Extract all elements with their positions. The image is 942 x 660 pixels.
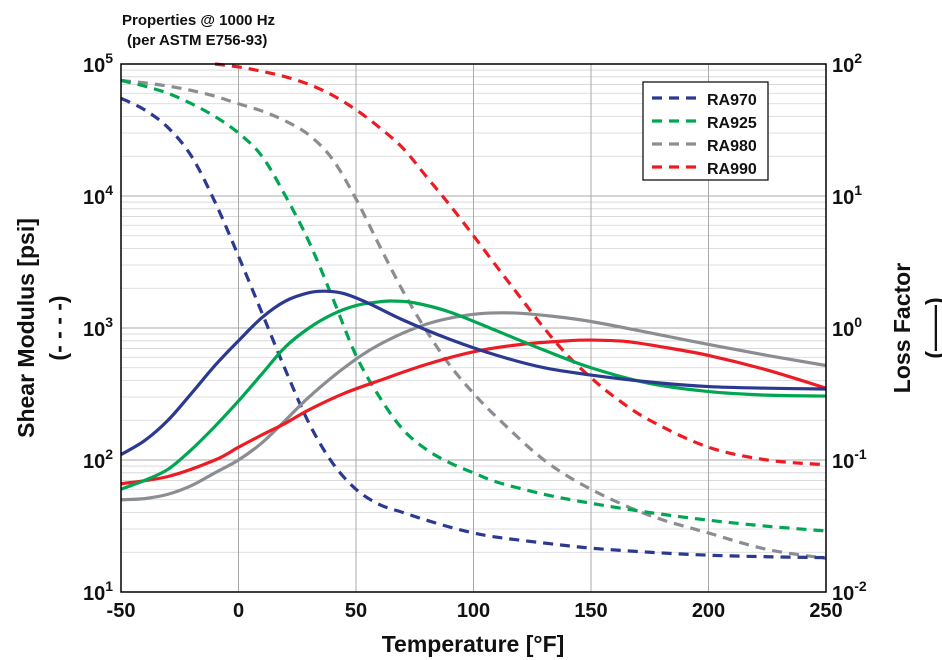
ra925-shear-modulus-line: [120, 78, 827, 533]
ra970-shear-modulus-line: [120, 96, 827, 560]
x-tick-label: 100: [457, 600, 490, 622]
x-axis-label: Temperature [°F]: [382, 631, 565, 657]
chart-title-line-1: Properties @ 1000 Hz: [122, 12, 276, 29]
y-left-tick-label: 105: [83, 50, 113, 77]
y-axis-left-sublabel: (- - - -): [45, 295, 71, 360]
x-tick-label: 250: [809, 600, 842, 622]
legend[interactable]: RA970 RA925 RA980 RA990: [642, 81, 769, 181]
y-axis-right-sublabel: (——): [921, 297, 942, 358]
x-tick-label: 50: [345, 600, 367, 622]
ra990-shear-modulus-line: [214, 62, 827, 467]
curves: [120, 62, 827, 560]
x-tick-label: 200: [692, 600, 725, 622]
ra970-legend-label: RA970: [707, 92, 757, 109]
y-right-tick-label: 101: [832, 182, 862, 209]
x-tick-label: -50: [107, 600, 136, 622]
plot-frame: [120, 63, 827, 593]
y-axis-right-label: Loss Factor: [889, 263, 915, 393]
tick-labels: -50 0 50 100 150 200 250 101 102 103 104 105 10-2 10-…: [83, 50, 867, 622]
legend-box: [642, 81, 769, 181]
ra925-legend-label: RA925: [707, 115, 757, 132]
ra990-legend-label: RA990: [707, 161, 757, 178]
ra990-loss-factor-line: [120, 338, 827, 486]
y-left-tick-label: 101: [83, 578, 113, 605]
x-tick-label: 0: [233, 600, 244, 622]
ra970-loss-factor-line: [120, 289, 827, 456]
x-tick-label: 150: [574, 600, 607, 622]
y-left-tick-label: 102: [83, 446, 113, 473]
y-right-tick-label: 102: [832, 50, 862, 77]
y-right-tick-label: 10-1: [832, 446, 867, 473]
y-right-tick-label: 100: [832, 314, 862, 341]
ra980-shear-modulus-line: [120, 78, 827, 560]
y-axis-left-label: Shear Modulus [psi]: [13, 218, 39, 438]
grid: [121, 64, 826, 592]
ra980-legend-label: RA980: [707, 138, 757, 155]
y-left-tick-label: 103: [83, 314, 113, 341]
ra980-loss-factor-line: [120, 311, 827, 502]
y-right-tick-label: 10-2: [832, 578, 867, 605]
chart-title-line-2: (per ASTM E756-93): [127, 32, 268, 49]
y-left-tick-label: 104: [83, 182, 113, 209]
